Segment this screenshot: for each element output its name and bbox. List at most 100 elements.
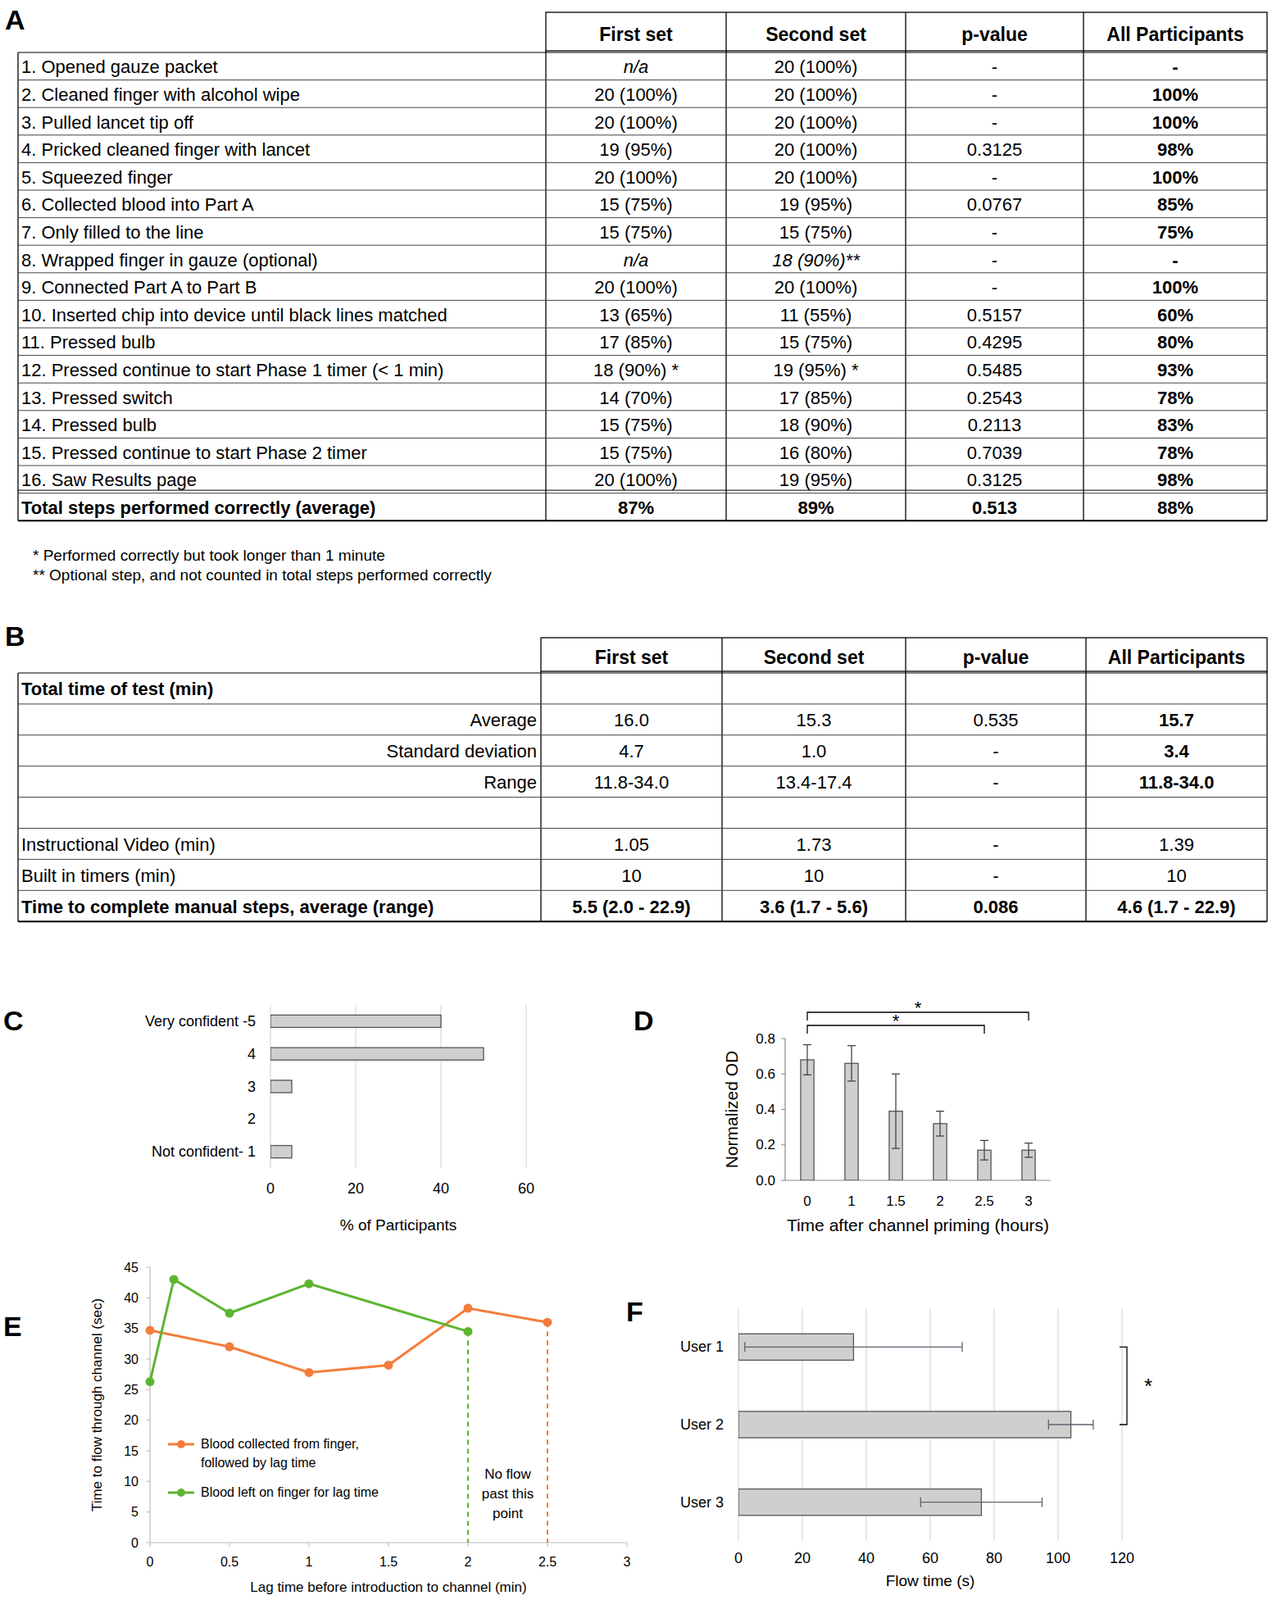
- table-cell: 85%: [1157, 194, 1194, 215]
- table-cell: 1.0: [801, 740, 827, 762]
- table-cell: 15 (75%): [599, 414, 673, 436]
- column-header: Second set: [763, 646, 865, 668]
- row-divider: [18, 190, 1268, 191]
- header-divider: [904, 12, 906, 51]
- panel-label: F: [626, 1295, 644, 1327]
- error-line: [850, 1045, 852, 1082]
- table-cell: 16 (80%): [779, 442, 853, 464]
- category-label: 2: [935, 1193, 944, 1209]
- point: [145, 1376, 155, 1386]
- bars: [800, 1044, 1036, 1181]
- table-cell: 4.6 (1.7 - 22.9): [1117, 896, 1236, 918]
- error-line: [1048, 1423, 1094, 1425]
- row-divider: [18, 920, 1268, 923]
- table-cell: -: [1172, 56, 1178, 78]
- panel-label: A: [4, 4, 26, 36]
- row-label: 14. Pressed bulb: [21, 414, 157, 436]
- error-line: [920, 1501, 1042, 1503]
- tick: [781, 1108, 786, 1110]
- legend-entry: Blood collected from finger,followed by …: [168, 1436, 359, 1470]
- legend-entry: Blood left on finger for lag time: [168, 1485, 379, 1500]
- table-cell: 20 (100%): [774, 139, 859, 160]
- error-cap: [891, 1073, 900, 1075]
- tick: [781, 1144, 786, 1145]
- tick-label: 0.4: [755, 1101, 776, 1118]
- table-cell: 19 (95%): [779, 469, 853, 491]
- tick-label: 15: [123, 1444, 139, 1459]
- axis-label: Time to flow through channel (sec): [89, 1298, 105, 1512]
- point: [384, 1360, 394, 1370]
- tick: [145, 1511, 150, 1513]
- row-divider: [18, 827, 1268, 829]
- error-bar: [745, 1341, 963, 1352]
- table-cell: -: [991, 222, 998, 243]
- column-header: All Participants: [1106, 23, 1244, 46]
- tick-label: 25: [123, 1382, 139, 1397]
- row-label: 2. Cleaned finger with alcohol wipe: [21, 84, 300, 105]
- bar: [270, 1080, 292, 1093]
- table-cell: 10: [804, 865, 824, 886]
- table-cell: 14 (70%): [599, 387, 673, 409]
- error-cap: [891, 1147, 900, 1149]
- error-cap: [961, 1341, 963, 1352]
- tick-label: 0.0: [755, 1172, 776, 1189]
- point: [304, 1367, 314, 1377]
- bar: [270, 1145, 292, 1159]
- bar: [738, 1411, 1072, 1438]
- table-cell: 18 (90%) *: [593, 359, 679, 381]
- table-cell: 15.3: [796, 709, 832, 731]
- column-divider: [904, 671, 906, 922]
- point: [304, 1279, 314, 1289]
- table-cell: 15 (75%): [779, 222, 853, 243]
- tick: [547, 1542, 549, 1547]
- row-divider: [18, 734, 1268, 736]
- table-cell: 83%: [1157, 414, 1194, 436]
- tick-label: 60: [922, 1549, 939, 1567]
- error-cap: [1024, 1156, 1033, 1158]
- row-divider: [18, 409, 1268, 411]
- table-cell: -: [991, 249, 998, 271]
- table-cell: 20 (100%): [594, 277, 678, 298]
- table-cell: 88%: [1157, 497, 1194, 518]
- significance-bracket: [1119, 1346, 1127, 1425]
- tick-label: 45: [123, 1260, 139, 1275]
- figure: AFirst setSecond setp-valueAll Participa…: [0, 0, 1272, 1600]
- table-cell: n/a: [623, 56, 650, 78]
- table-cell: 0.4295: [967, 331, 1023, 353]
- panel-label: D: [633, 1004, 655, 1036]
- table-cell: -: [1172, 249, 1178, 271]
- table-cell: -: [991, 56, 998, 78]
- table-cell: 78%: [1157, 442, 1194, 464]
- error-bar: [935, 1111, 945, 1136]
- table-cell: 100%: [1152, 84, 1199, 105]
- table: BFirst setSecond setp-valueAll Participa…: [4, 620, 1268, 922]
- table-cell: 13.4-17.4: [776, 772, 853, 793]
- error-cap: [920, 1497, 922, 1508]
- panel-label: C: [3, 1004, 24, 1036]
- text-line: Blood collected from finger,: [200, 1436, 359, 1451]
- row-label: 16. Saw Results page: [21, 469, 197, 491]
- row-label: 12. Pressed continue to start Phase 1 ti…: [21, 359, 444, 381]
- table-cell: 20 (100%): [774, 56, 859, 78]
- tick-label: 0.2: [755, 1136, 776, 1153]
- row-divider: [18, 703, 1268, 705]
- table-cell: 93%: [1157, 359, 1194, 381]
- table-cell: 75%: [1157, 222, 1194, 243]
- tick-label: 0: [131, 1535, 139, 1550]
- category-label: User 1: [680, 1338, 724, 1355]
- row-divider: [18, 890, 1268, 891]
- table-cell: 100%: [1152, 112, 1199, 133]
- error-cap: [847, 1080, 856, 1082]
- tick-label: 120: [1109, 1549, 1135, 1567]
- tick: [467, 1542, 469, 1547]
- column-divider: [540, 671, 541, 922]
- table-cell: 19 (95%): [599, 139, 673, 160]
- category-label: 2.5: [974, 1193, 995, 1209]
- column-header: All Participants: [1108, 646, 1245, 668]
- table-cell: 11.8-34.0: [594, 772, 669, 793]
- table-cell: 11 (55%): [780, 304, 853, 326]
- bars: [738, 1333, 1094, 1516]
- axis-label: % of Participants: [340, 1216, 458, 1234]
- row-divider: [18, 858, 1268, 860]
- table: AFirst setSecond setp-valueAll Participa…: [4, 4, 1268, 584]
